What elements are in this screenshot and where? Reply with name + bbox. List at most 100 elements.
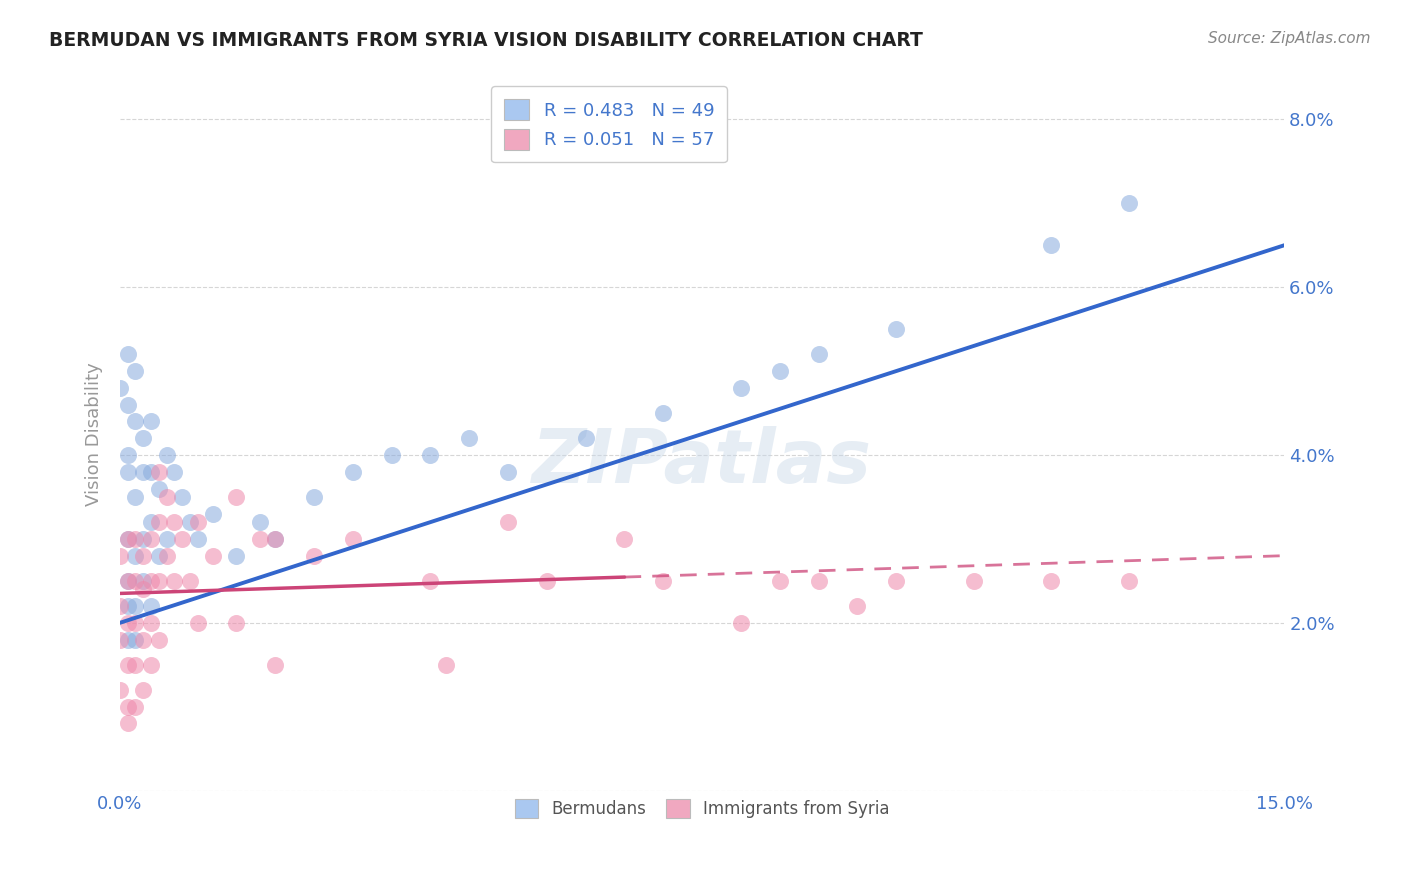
Point xyxy=(163,574,186,588)
Point xyxy=(1040,238,1063,252)
Point xyxy=(342,465,364,479)
Point xyxy=(132,574,155,588)
Point xyxy=(730,381,752,395)
Point xyxy=(117,699,139,714)
Point xyxy=(163,465,186,479)
Point xyxy=(249,532,271,546)
Point xyxy=(132,682,155,697)
Point xyxy=(202,549,225,563)
Point xyxy=(117,465,139,479)
Point xyxy=(124,414,146,428)
Point xyxy=(179,515,201,529)
Point xyxy=(342,532,364,546)
Point xyxy=(139,657,162,672)
Point xyxy=(108,632,131,647)
Point xyxy=(124,549,146,563)
Point xyxy=(302,490,325,504)
Point xyxy=(536,574,558,588)
Point xyxy=(124,574,146,588)
Point xyxy=(730,615,752,630)
Y-axis label: Vision Disability: Vision Disability xyxy=(86,362,103,506)
Point xyxy=(132,549,155,563)
Point xyxy=(170,532,193,546)
Point xyxy=(155,549,177,563)
Text: ZIPatlas: ZIPatlas xyxy=(531,426,872,499)
Point xyxy=(139,599,162,613)
Point xyxy=(302,549,325,563)
Point xyxy=(117,657,139,672)
Point xyxy=(117,398,139,412)
Point xyxy=(108,682,131,697)
Point xyxy=(132,532,155,546)
Text: BERMUDAN VS IMMIGRANTS FROM SYRIA VISION DISABILITY CORRELATION CHART: BERMUDAN VS IMMIGRANTS FROM SYRIA VISION… xyxy=(49,31,924,50)
Point xyxy=(132,582,155,597)
Point xyxy=(769,574,792,588)
Point xyxy=(132,632,155,647)
Point xyxy=(132,465,155,479)
Legend: Bermudans, Immigrants from Syria: Bermudans, Immigrants from Syria xyxy=(508,792,896,825)
Point xyxy=(846,599,869,613)
Point xyxy=(148,549,170,563)
Point xyxy=(117,574,139,588)
Point xyxy=(117,448,139,462)
Point xyxy=(807,574,830,588)
Point xyxy=(187,532,209,546)
Point xyxy=(139,515,162,529)
Point xyxy=(139,615,162,630)
Point xyxy=(124,599,146,613)
Point xyxy=(264,532,287,546)
Point xyxy=(1118,574,1140,588)
Point xyxy=(117,615,139,630)
Point xyxy=(148,465,170,479)
Point xyxy=(117,632,139,647)
Point xyxy=(124,699,146,714)
Point xyxy=(170,490,193,504)
Point xyxy=(419,448,441,462)
Point xyxy=(139,532,162,546)
Point xyxy=(139,465,162,479)
Point xyxy=(117,574,139,588)
Text: Source: ZipAtlas.com: Source: ZipAtlas.com xyxy=(1208,31,1371,46)
Point xyxy=(884,574,907,588)
Point xyxy=(117,347,139,361)
Point xyxy=(117,532,139,546)
Point xyxy=(496,465,519,479)
Point xyxy=(148,515,170,529)
Point xyxy=(117,599,139,613)
Point xyxy=(575,431,598,445)
Point xyxy=(187,615,209,630)
Point xyxy=(225,615,247,630)
Point xyxy=(124,490,146,504)
Point xyxy=(124,632,146,647)
Point xyxy=(652,574,675,588)
Point xyxy=(124,657,146,672)
Point xyxy=(264,657,287,672)
Point xyxy=(202,507,225,521)
Point xyxy=(963,574,986,588)
Point xyxy=(249,515,271,529)
Point xyxy=(108,381,131,395)
Point xyxy=(434,657,457,672)
Point xyxy=(884,322,907,336)
Point xyxy=(117,532,139,546)
Point xyxy=(419,574,441,588)
Point xyxy=(769,364,792,378)
Point xyxy=(225,549,247,563)
Point xyxy=(148,632,170,647)
Point xyxy=(148,482,170,496)
Point xyxy=(155,448,177,462)
Point xyxy=(124,364,146,378)
Point xyxy=(807,347,830,361)
Point xyxy=(139,414,162,428)
Point xyxy=(1040,574,1063,588)
Point xyxy=(117,716,139,731)
Point xyxy=(108,599,131,613)
Point xyxy=(264,532,287,546)
Point xyxy=(163,515,186,529)
Point xyxy=(179,574,201,588)
Point xyxy=(155,490,177,504)
Point xyxy=(155,532,177,546)
Point xyxy=(124,615,146,630)
Point xyxy=(187,515,209,529)
Point xyxy=(225,490,247,504)
